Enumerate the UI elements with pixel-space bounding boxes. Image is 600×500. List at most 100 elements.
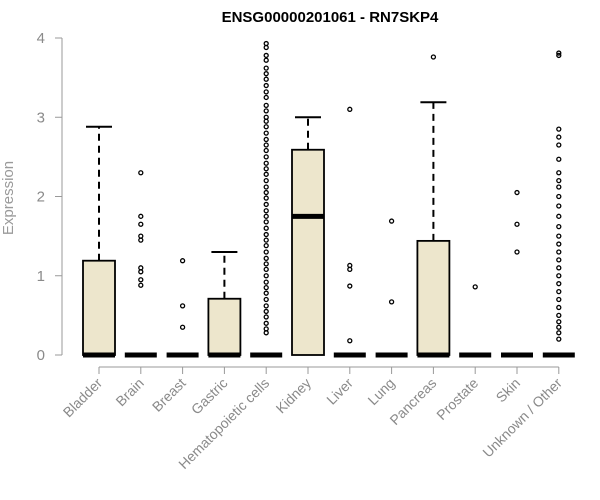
outlier-point	[263, 290, 269, 296]
outlier-point	[556, 223, 562, 230]
box-gastric	[207, 250, 242, 358]
outlier-point	[263, 76, 269, 82]
outlier-point	[263, 108, 269, 114]
outlier-point	[138, 170, 144, 176]
y-tick-label: 4	[37, 30, 45, 47]
boxes-group	[82, 40, 575, 358]
box-kidney	[291, 116, 325, 356]
outlier-point	[263, 102, 269, 109]
x-tick-label: Lung	[364, 375, 397, 408]
outlier-point	[263, 219, 269, 225]
outlier-point	[263, 249, 269, 255]
x-tick-label: Unknown / Other	[479, 375, 565, 461]
outlier-point	[263, 255, 269, 261]
outlier-point	[556, 134, 562, 140]
chart-title: ENSG00000201061 - RN7SKP4	[222, 9, 439, 26]
y-axis: 0 1 2 3 4	[37, 30, 63, 364]
outlier-point	[138, 269, 144, 275]
outlier-point	[556, 50, 562, 56]
outlier-point	[388, 218, 395, 224]
outlier-point	[263, 237, 269, 243]
outlier-point	[263, 57, 269, 63]
outlier-point	[263, 136, 269, 143]
outlier-point	[556, 312, 562, 319]
outlier-point	[263, 166, 269, 172]
outlier-point	[263, 284, 269, 291]
outlier-point	[263, 52, 269, 59]
outlier-point	[556, 193, 562, 200]
outlier-point	[556, 203, 562, 209]
outlier-point	[263, 296, 269, 303]
outlier-point	[138, 277, 144, 283]
outlier-point	[263, 184, 269, 190]
x-tick-label: Liver	[323, 375, 356, 408]
outlier-point	[388, 299, 395, 305]
outlier-point	[263, 213, 269, 219]
outlier-point	[263, 201, 269, 208]
outlier-point	[556, 156, 562, 162]
outlier-point	[263, 208, 269, 214]
y-tick-label: 1	[37, 268, 45, 285]
outlier-point	[556, 241, 562, 247]
outlier-point	[263, 142, 269, 148]
outlier-point	[179, 258, 186, 264]
outlier-point	[347, 106, 353, 112]
outlier-point	[263, 231, 269, 238]
x-tick-label: Prostate	[433, 375, 481, 423]
box-bladder	[82, 125, 116, 358]
outlier-point	[138, 282, 144, 288]
outlier-point	[263, 118, 269, 124]
box-pancreas	[416, 54, 451, 358]
x-tick-label: Kidney	[273, 375, 315, 417]
outlier-point	[263, 279, 269, 285]
box-hematopoietic-cells	[250, 40, 283, 358]
outlier-point	[347, 283, 353, 289]
outlier-point	[472, 284, 478, 290]
x-tick-label: Breast	[149, 375, 189, 415]
outlier-point	[347, 338, 353, 344]
outlier-point	[263, 195, 269, 201]
outlier-point	[556, 184, 562, 190]
outlier-point	[556, 319, 562, 325]
box-unknown-other	[542, 50, 575, 358]
outlier-point	[263, 94, 269, 101]
outlier-point	[263, 71, 269, 77]
outlier-point	[263, 154, 269, 160]
outlier-point	[263, 273, 269, 279]
outlier-point	[556, 233, 562, 239]
box-prostate	[459, 284, 492, 358]
box-rect	[207, 297, 242, 356]
outlier-point	[556, 257, 562, 263]
box-brain	[124, 170, 157, 358]
outlier-point	[263, 189, 269, 196]
outlier-point	[556, 52, 562, 59]
box-rect	[291, 148, 325, 356]
x-tick-label: Brain	[112, 375, 146, 409]
outlier-point	[556, 265, 562, 271]
outlier-point	[179, 303, 186, 309]
outlier-point	[263, 160, 269, 166]
y-tick-label: 0	[37, 347, 45, 364]
y-axis-label: Expression	[0, 161, 17, 235]
outlier-point	[556, 336, 562, 342]
outlier-point	[556, 170, 562, 176]
outlier-point	[263, 147, 269, 154]
outlier-point	[263, 171, 269, 177]
outlier-point	[514, 249, 520, 255]
outlier-point	[263, 177, 269, 184]
outlier-point	[263, 261, 269, 267]
outlier-point	[263, 330, 269, 336]
outlier-point	[263, 320, 269, 326]
outlier-point	[263, 124, 269, 130]
y-tick-label: 3	[37, 109, 45, 126]
box-liver	[333, 106, 366, 358]
outlier-point	[263, 266, 269, 273]
outlier-point	[263, 89, 269, 95]
box-rect	[82, 259, 116, 356]
outlier-point	[556, 281, 562, 287]
outlier-point	[430, 54, 437, 60]
outlier-point	[347, 266, 353, 273]
outlier-point	[556, 126, 562, 132]
outlier-point	[556, 142, 562, 148]
